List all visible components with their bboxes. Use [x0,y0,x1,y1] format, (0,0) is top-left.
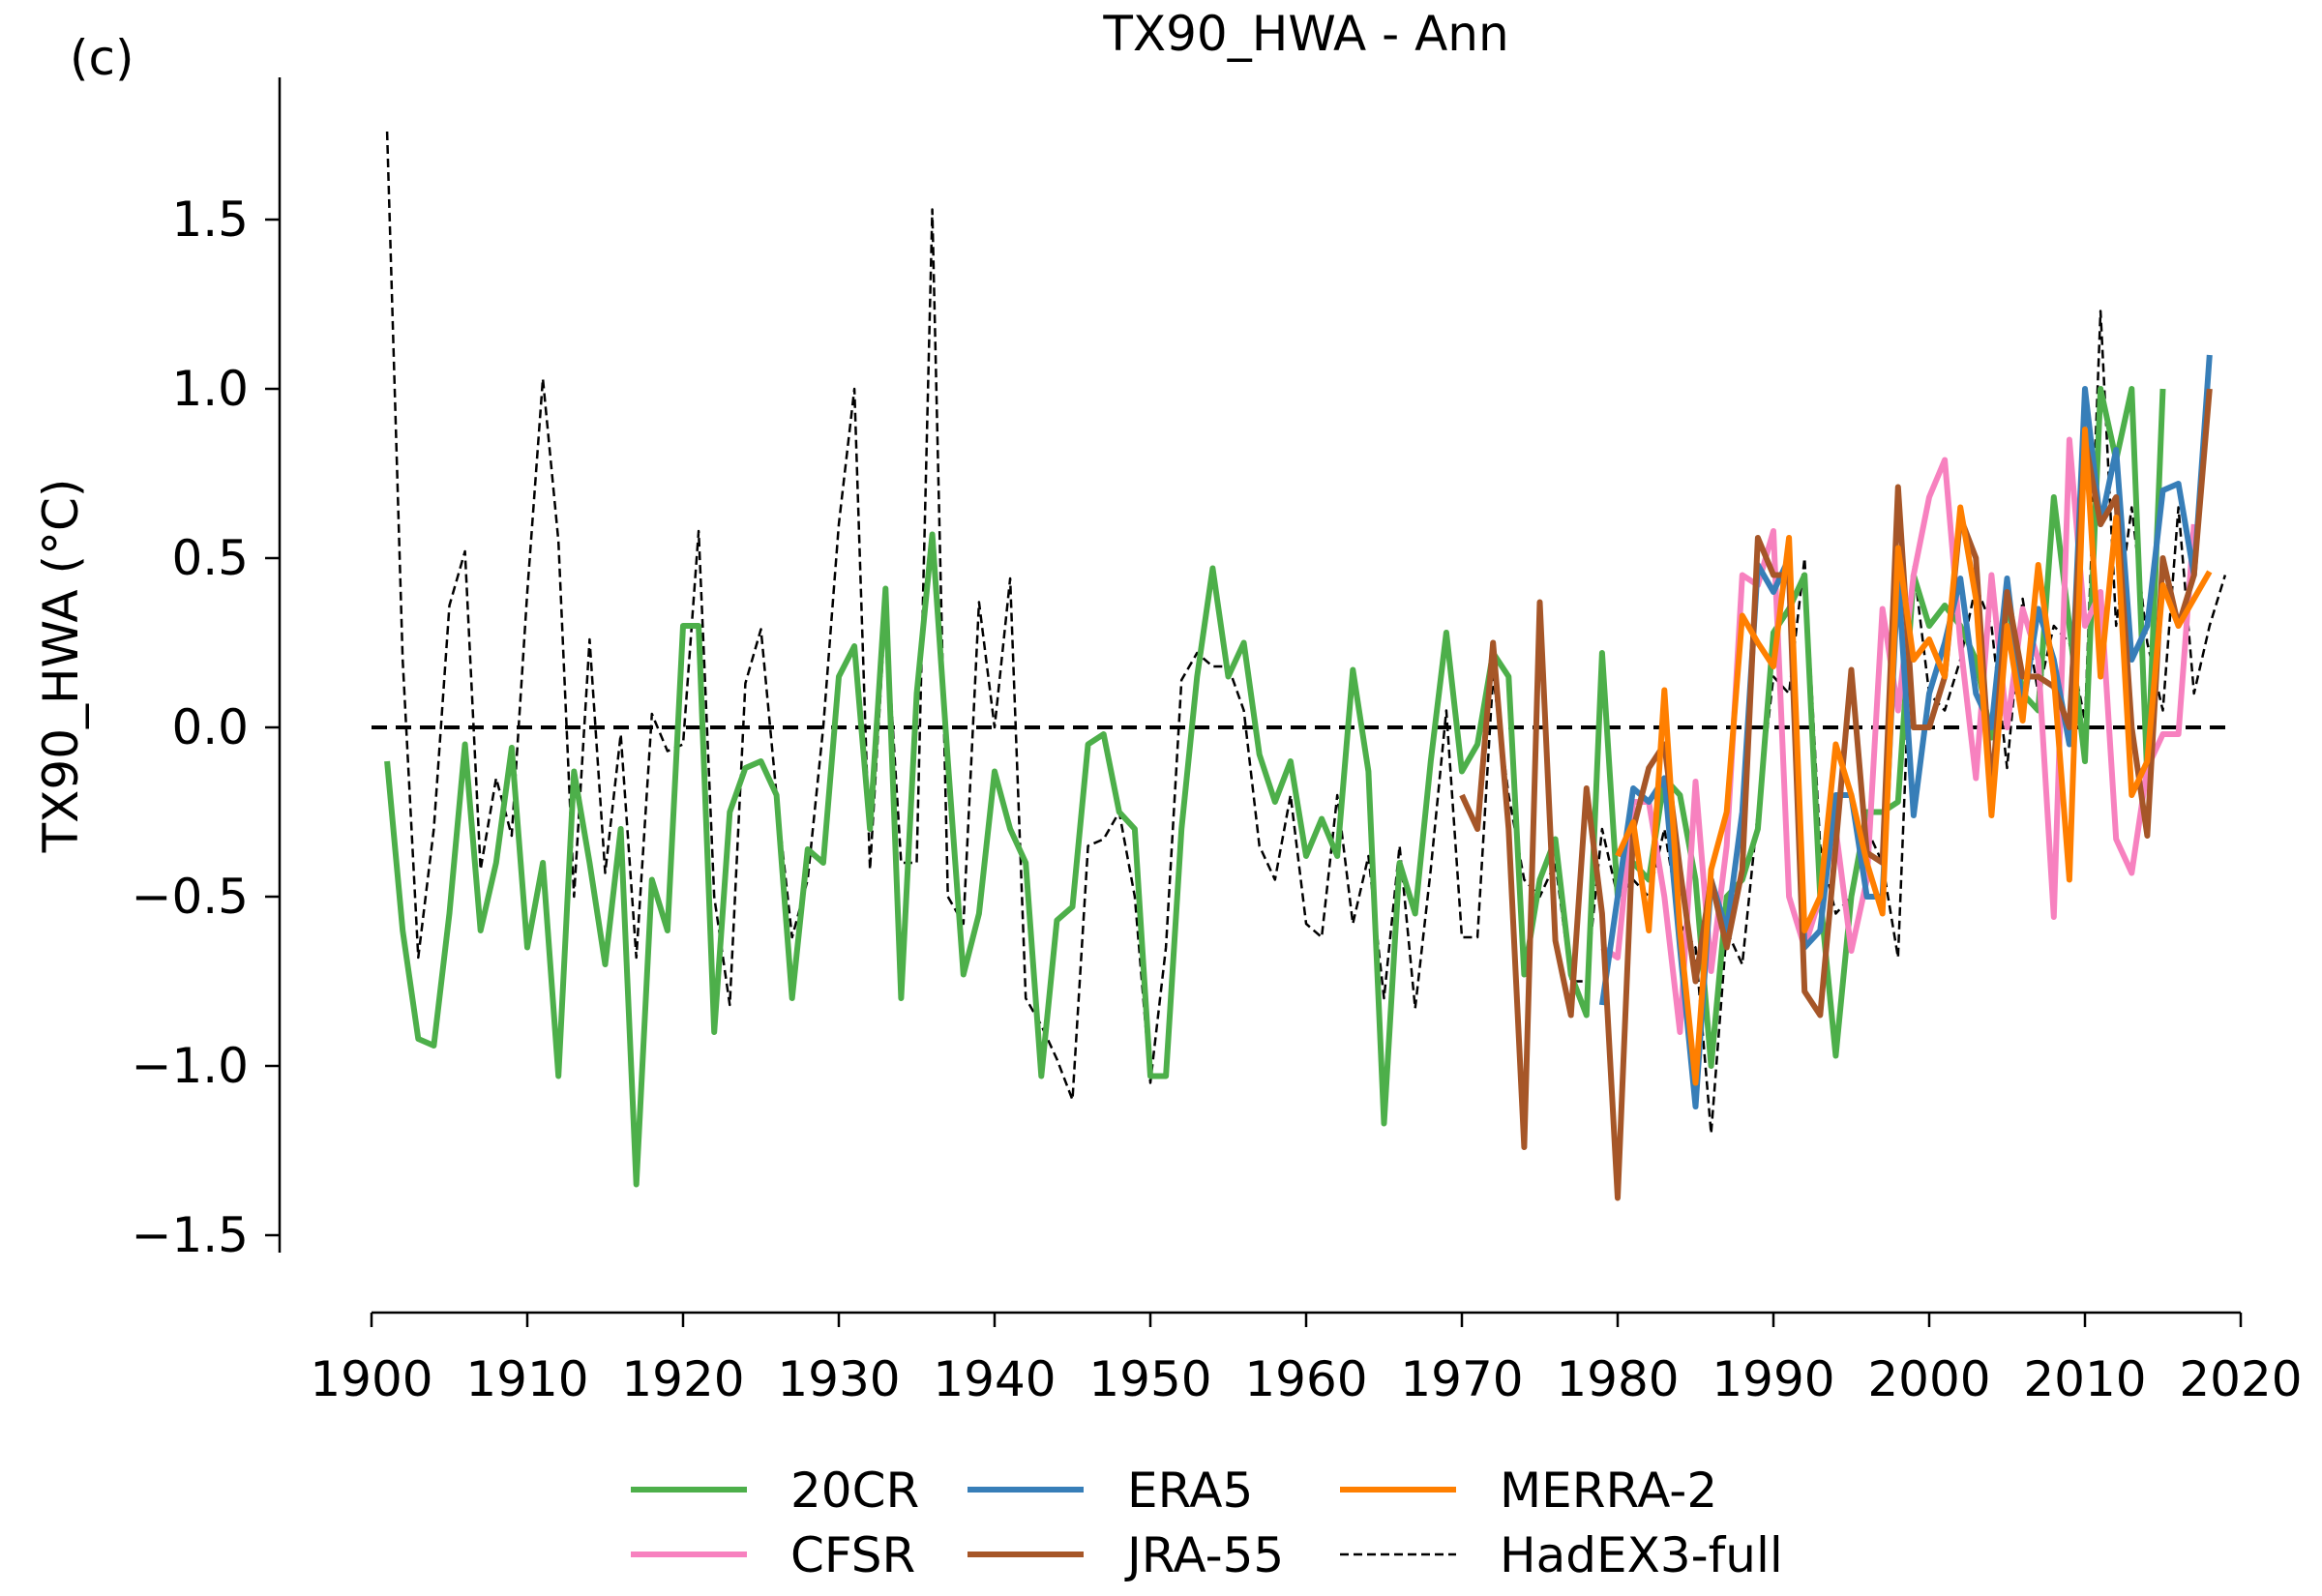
x-tick-label: 1980 [1556,1351,1679,1407]
x-tick-label: 1930 [777,1351,900,1407]
y-tick-label: 1.5 [171,192,249,248]
legend: 20CR CFSR ERA5 JRA-55 MERRA-2 HadEX3-full [631,1463,1783,1583]
series-line-merra-2 [1615,427,2213,1086]
legend-label-hadex3-full: HadEX3-full [1500,1527,1783,1583]
y-tick-label: −1.5 [132,1207,249,1263]
x-tick-label: 1920 [621,1351,744,1407]
legend-label-jra-55: JRA-55 [1124,1527,1284,1583]
x-tick-label: 2000 [1867,1351,1990,1407]
x-tick-label: 1960 [1244,1351,1367,1407]
x-tick-label: 1950 [1088,1351,1211,1407]
x-tick-label: 1990 [1712,1351,1834,1407]
legend-label-cfsr: CFSR [790,1527,915,1583]
legend-label-merra-2: MERRA-2 [1500,1463,1717,1519]
legend-label-era5: ERA5 [1127,1463,1253,1519]
x-tick-label: 1970 [1400,1351,1523,1407]
y-tick-label: −1.0 [132,1038,249,1094]
x-tick-label: 1940 [933,1351,1056,1407]
chart-title: TX90_HWA - Ann [1102,6,1508,62]
series-line-era5 [1598,354,2213,1109]
series-line-20cr [384,386,2166,1188]
x-tick-label: 1910 [465,1351,588,1407]
y-tick-label: 1.0 [171,361,249,417]
y-tick-label: 0.0 [171,699,249,755]
y-tick-label: 0.5 [171,530,249,586]
legend-label-20cr: 20CR [790,1463,919,1519]
x-tick-label: 2020 [2179,1351,2302,1407]
x-tick-label: 2010 [2023,1351,2146,1407]
series-layer [384,131,2227,1201]
x-axis: 1900 1910 1920 1930 1940 1950 1960 1970 1980 1990… [310,1311,2303,1407]
y-tick-label: −0.5 [132,869,249,925]
x-tick-label: 1900 [310,1351,432,1407]
y-axis-label: TX90_HWA (°C) [33,479,89,854]
y-axis: 1.5 1.0 0.5 0.0 −0.5 −1.0 −1.5 [132,77,282,1263]
panel-label: (c) [70,30,134,86]
series-line-hadex3-full [385,131,2227,1136]
